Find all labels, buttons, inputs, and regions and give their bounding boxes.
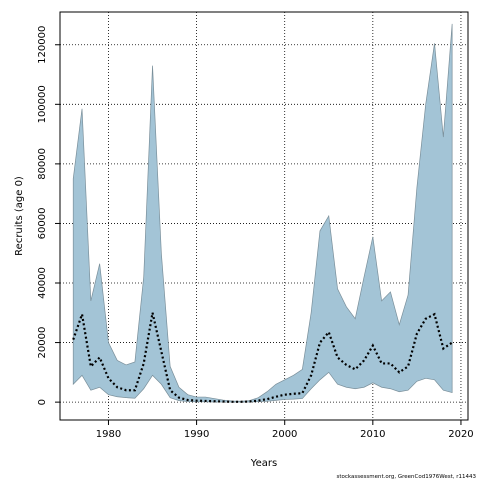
confidence-band-group [72,23,453,403]
x-tick-label: 1990 [184,429,209,440]
x-tick-label: 2020 [448,429,473,440]
credit-text: stockassessment.org, GreenCod1976West, r… [337,474,477,480]
y-tick-label: 0 [37,399,48,405]
x-tick-label: 2000 [272,429,297,440]
x-tick-label: 1980 [96,429,121,440]
x-axis: 1980 1990 2000 2010 2020 [96,420,474,440]
y-tick-label: 120000 [37,26,48,64]
y-axis-label: Recruits (age 0) [14,176,25,256]
y-tick-label: 80000 [37,148,48,180]
estimate-line-group [72,312,453,403]
estimate-line [72,312,453,403]
y-tick-label: 20000 [37,327,48,359]
y-tick-label: 40000 [37,267,48,299]
y-tick-label: 100000 [37,85,48,123]
x-axis-label: Years [250,458,277,469]
confidence-band [72,23,453,403]
y-axis: 0 20000 40000 60000 80000 100000 120000 [37,26,60,405]
y-tick-label: 60000 [37,208,48,240]
plot-frame [59,11,469,421]
x-tick-label: 2010 [360,429,385,440]
